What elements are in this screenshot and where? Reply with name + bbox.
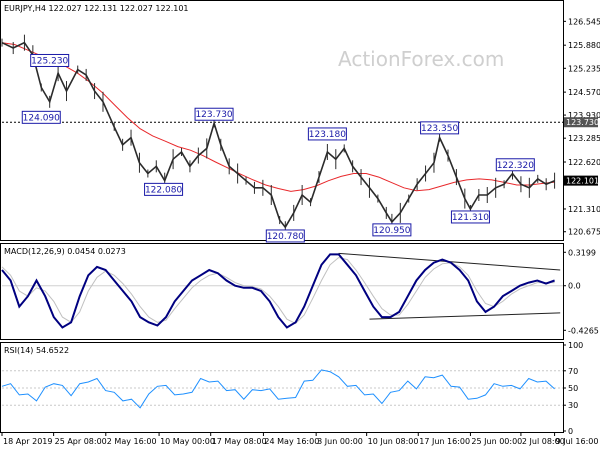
- price-y-axis: 126.545 125.880 125.235 124.570 123.930123.7…: [563, 17, 600, 237]
- price-tick-label-6: 123.285: [568, 134, 600, 143]
- annotation-box-4: [307, 127, 347, 141]
- annotation-label-4: 123.180: [309, 130, 346, 140]
- level-tag: [564, 117, 598, 128]
- macd-signal-line: [1, 256, 555, 325]
- annotation-label-7: 123.350: [421, 124, 458, 134]
- rsi-tick-label-2: 50: [568, 384, 578, 393]
- rsi-title: RSI(14) 54.6522: [4, 346, 69, 355]
- annotation-123.730: 123.730: [194, 107, 234, 121]
- annotation-box-7: [420, 121, 460, 135]
- x-tick-label-8: 17 Jun 16:00: [419, 437, 470, 446]
- x-axis: 18 Apr 2019 25 Apr 08:00 2 May 16:00 10 May…: [1, 432, 599, 446]
- x-tick-label-11: 9 Jul 16:00: [556, 437, 599, 446]
- annotation-label-3: 122.080: [145, 185, 182, 195]
- price-panel: EURJPY,H4 122.027 122.131 122.027 122.10…: [0, 0, 600, 243]
- price-tick-label-7: 122.620: [568, 158, 600, 167]
- price-tick-label-4: 123.930: [568, 111, 600, 120]
- annotation-box-6: [372, 223, 412, 237]
- macd-series: [1, 253, 555, 329]
- rsi-tick-label-3: 30: [568, 401, 578, 410]
- annotation-121.310: 121.310: [450, 210, 490, 224]
- x-tick-label-2: 2 May 16:00: [107, 437, 157, 446]
- annotation-box-5: [265, 229, 305, 243]
- annotation-122.080: 122.080: [144, 182, 184, 196]
- price-series: [1, 34, 556, 234]
- price-title: EURJPY,H4 122.027 122.131 122.027 122.10…: [4, 4, 189, 13]
- rsi-tick-label-4: 0: [568, 427, 573, 436]
- annotation-125.230: 125.230: [30, 53, 70, 67]
- annotation-123.180: 123.180: [307, 127, 347, 141]
- macd-title: MACD(12,26,9) 0.0454 0.0273: [4, 247, 126, 256]
- price-tick-label-10: 120.675: [568, 228, 600, 237]
- price-tick-label-0: 126.545: [568, 17, 600, 26]
- macd-tick-label-0: 0.3199: [568, 248, 596, 257]
- annotation-label-8: 122.320: [497, 161, 534, 171]
- price-tick-label-2: 125.235: [568, 64, 600, 73]
- annotation-box-8: [495, 158, 535, 172]
- watermark: ActionForex.com: [338, 47, 504, 71]
- macd-macd-line: [1, 253, 555, 329]
- rsi-line: [1, 369, 555, 409]
- annotation-120.950: 120.950: [372, 223, 412, 237]
- price-annotations: 125.230 124.090 123.730 122.080 123.180 120.7…: [21, 53, 535, 243]
- annotation-label-0: 125.230: [31, 56, 68, 66]
- x-tick-label-3: 10 May 00:00: [160, 437, 215, 446]
- price-panel-frame: [0, 0, 564, 241]
- x-tick-label-10: 2 Jul 08:00: [522, 437, 565, 446]
- price-tick-label-9: 121.310: [568, 205, 600, 214]
- annotation-box-1: [21, 110, 61, 124]
- last-price-tag: [564, 175, 598, 186]
- macd-y-axis: 0.3199 0.0 -0.4265: [563, 248, 599, 335]
- x-tick-label-5: 24 May 16:00: [264, 437, 319, 446]
- price-tick-label-3: 124.570: [568, 88, 600, 97]
- x-tick-label-1: 25 Apr 08:00: [55, 437, 107, 446]
- x-tick-label-0: 18 Apr 2019: [3, 437, 52, 446]
- last-price-label: 122.101: [566, 177, 599, 186]
- annotation-box-9: [450, 210, 490, 224]
- annotation-123.350: 123.350: [420, 121, 460, 135]
- annotation-label-1: 124.090: [23, 113, 60, 123]
- annotation-label-2: 123.730: [195, 110, 232, 120]
- annotation-box-2: [194, 107, 234, 121]
- rsi-series: [1, 369, 563, 409]
- macd-panel-frame: [0, 243, 564, 340]
- macd-tick-label-2: -0.4265: [568, 326, 599, 335]
- annotation-label-5: 120.780: [267, 232, 304, 242]
- macd-panel: MACD(12,26,9) 0.0454 0.0273 0.3199 0.0 -0.…: [0, 243, 599, 340]
- macd-tick-label-1: 0.0: [568, 282, 581, 291]
- rsi-tick-label-0: 100: [568, 341, 583, 350]
- rsi-y-axis: 100 70 50 30 0: [563, 341, 583, 436]
- level-tag-label: 123.730: [566, 118, 599, 127]
- price-tick-label-1: 125.880: [568, 41, 600, 50]
- x-tick-label-9: 25 Jun 00:00: [471, 437, 522, 446]
- annotation-124.090: 124.090: [21, 110, 61, 124]
- x-tick-label-7: 10 Jun 08:00: [368, 437, 419, 446]
- annotation-122.320: 122.320: [495, 158, 535, 172]
- macd-lower-trendline: [369, 312, 561, 320]
- annotation-box-3: [144, 182, 184, 196]
- annotation-box-0: [30, 53, 70, 67]
- annotation-label-6: 120.950: [373, 226, 410, 236]
- annotation-label-9: 121.310: [452, 213, 489, 223]
- rsi-tick-label-1: 70: [568, 367, 578, 376]
- x-tick-label-6: 3 Jun 00:00: [317, 437, 363, 446]
- rsi-panel: RSI(14) 54.6522 100 70 50 30 0: [0, 341, 583, 436]
- x-tick-label-4: 17 May 08:00: [212, 437, 267, 446]
- annotation-120.780: 120.780: [265, 229, 305, 243]
